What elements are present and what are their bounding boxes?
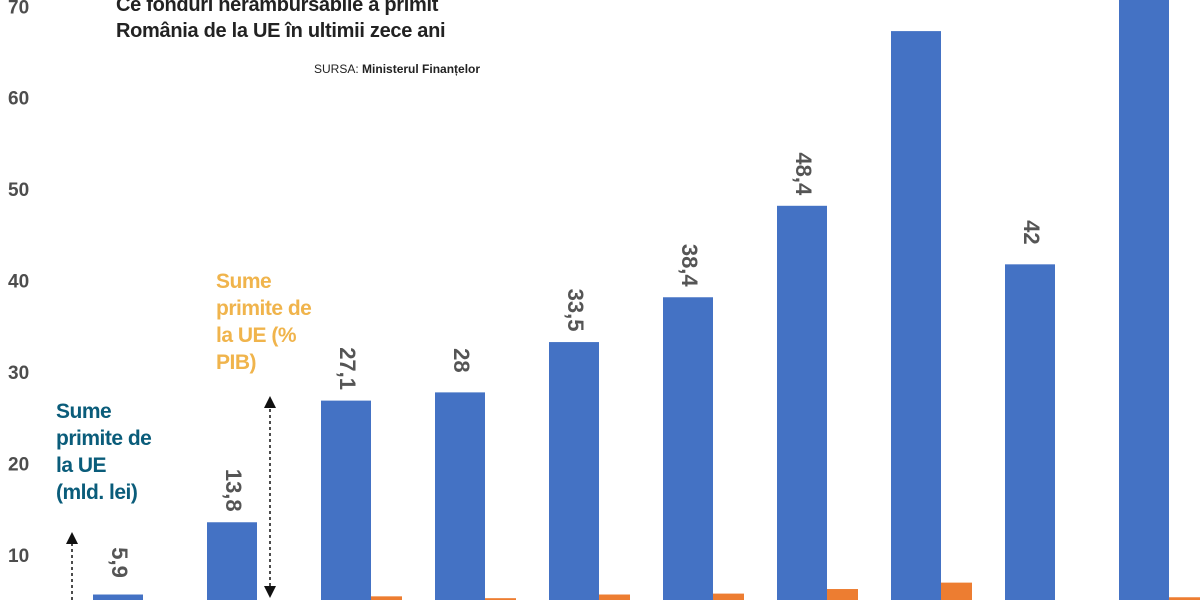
bar <box>663 297 713 600</box>
value-label: 13,8 <box>221 469 246 512</box>
bar <box>549 342 599 600</box>
source-text: Ministerul Finanțelor <box>362 62 481 76</box>
value-label: 42 <box>1019 220 1044 244</box>
legend-entry: Sume primite de la UE (% PIB) <box>216 270 312 374</box>
chart-title: Ce fonduri nerambursabile a primit <box>116 0 439 16</box>
source-label: SURSA: <box>314 62 359 76</box>
bar <box>817 589 858 600</box>
y-tick-label: 40 <box>8 272 29 293</box>
value-label: 38,4 <box>677 244 702 288</box>
y-tick-label: 60 <box>8 89 29 110</box>
y-tick-label: 20 <box>8 455 29 476</box>
bar <box>361 596 402 600</box>
bar <box>1005 264 1055 600</box>
bar <box>1159 597 1200 600</box>
bar <box>1119 0 1169 600</box>
value-label: 33,5 <box>563 289 588 332</box>
bar <box>207 522 257 600</box>
bar <box>93 594 143 600</box>
bar <box>931 582 972 600</box>
bar <box>777 205 827 600</box>
value-label: 28 <box>449 348 474 372</box>
chart-title: România de la UE în ultimii zece ani <box>116 20 446 42</box>
bar <box>475 598 516 600</box>
bar <box>891 31 941 600</box>
bar <box>435 392 485 600</box>
y-tick-label: 50 <box>8 180 29 201</box>
value-label: 5,9 <box>107 547 132 578</box>
bar <box>589 594 630 600</box>
bar <box>321 400 371 600</box>
value-label: 27,1 <box>335 347 360 390</box>
y-tick-label: 70 <box>8 0 29 18</box>
source: SURSA: Ministerul Finanțelor <box>314 62 480 76</box>
y-tick-label: 10 <box>8 546 29 567</box>
y-tick-label: 30 <box>8 363 29 384</box>
legend-entry: Sume primite de la UE (mld. lei) <box>56 400 152 504</box>
bar <box>703 593 744 600</box>
value-label: 48,4 <box>791 152 816 196</box>
